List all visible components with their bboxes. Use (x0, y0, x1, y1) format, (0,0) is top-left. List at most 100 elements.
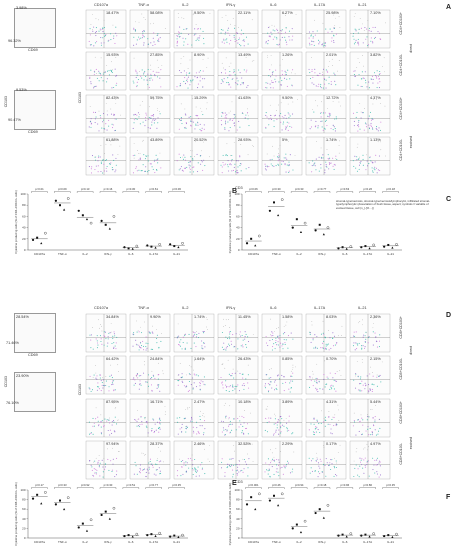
data-point (131, 247, 134, 250)
data-point (169, 243, 172, 246)
significance-bracket (382, 191, 399, 193)
marker-header: IL-6 (270, 306, 277, 310)
y-axis-title: Cytokine producing cells (% of CD4+CD103… (228, 191, 232, 254)
flow-plot (217, 51, 259, 91)
percent-label: 58.08% (150, 11, 163, 15)
x-tick-label: IL-6 (342, 540, 348, 544)
data-point (383, 245, 386, 248)
data-point (291, 527, 294, 530)
axis-label-cd69: CD69 (28, 353, 38, 357)
p-value-label: p=0.13 (81, 187, 90, 191)
data-point (40, 502, 43, 505)
percent-label: 9.90% (150, 315, 161, 319)
flow-plot (129, 136, 171, 176)
data-point (337, 534, 340, 537)
flow-plot (217, 94, 259, 134)
data-point (303, 221, 307, 225)
figure-label-f: F (446, 494, 451, 501)
y-tick-label: 100 (20, 192, 25, 196)
data-point (326, 504, 330, 507)
percent-label: 25.98% (326, 11, 339, 15)
data-point (341, 246, 344, 249)
flow-plot (173, 440, 215, 480)
y-tick-label: 100 (234, 192, 239, 196)
x-tick-label: CD107a (248, 252, 259, 256)
flow-plot (349, 398, 391, 438)
marker-header: CD107a (94, 306, 108, 310)
significance-bracket (99, 487, 117, 489)
significance-bracket (122, 191, 140, 193)
p-value-label: p=0.17 (35, 483, 44, 487)
data-point (158, 243, 161, 246)
significance-bracket (245, 487, 262, 489)
flow-plot (173, 51, 215, 91)
data-point (104, 510, 107, 513)
percent-label: 22.11% (238, 11, 251, 15)
flow-plot (129, 313, 171, 353)
percent-label: 9.50% (194, 11, 205, 15)
data-point (245, 503, 249, 506)
data-point (326, 226, 330, 229)
flow-plot (173, 136, 215, 176)
data-point (291, 226, 294, 229)
flow-plot (305, 94, 347, 134)
data-point (395, 532, 398, 536)
gate-pct-upper: 23.90% (16, 374, 29, 378)
data-point (254, 508, 257, 511)
percent-label: 0.70% (326, 357, 337, 361)
figure-label-a: A (446, 4, 452, 11)
data-point (368, 535, 371, 538)
flow-plot (173, 355, 215, 395)
y-tick-label: 60 (22, 507, 26, 511)
data-point (245, 242, 249, 245)
y-axis-title: Cytokine producing cells (% of CD8+CD103… (14, 482, 18, 545)
percent-label: 28.93% (238, 138, 251, 142)
p-value-label: p=0.09 (58, 187, 67, 191)
data-point (131, 535, 134, 538)
y-tick-label: 80 (22, 203, 26, 207)
data-point (81, 522, 84, 525)
p-value-label: p=0.26 (363, 187, 372, 191)
flow-plot (173, 9, 215, 49)
y-tick-label: 20 (22, 237, 26, 241)
percent-label: 2.15% (370, 357, 381, 361)
data-point (77, 209, 80, 212)
p-value-label: p=0.06 (249, 187, 258, 191)
marker-header: IFN-γ (226, 3, 236, 7)
data-point (314, 511, 317, 515)
gate-pct-upper: 3.98% (16, 6, 27, 10)
flow-plot (261, 51, 303, 91)
percent-label: 6.27% (282, 11, 293, 15)
percent-label: 12.72% (326, 96, 339, 100)
chart-plot-area: 0 20 40 60 80 100 CD107a p<0.01 TNF-α p=0.09 IL-2 p… (14, 187, 188, 256)
percent-label: 10.18% (238, 400, 251, 404)
data-point (387, 534, 390, 537)
data-point (391, 246, 394, 249)
axis-label-cd3: CD3 (235, 186, 243, 190)
percent-label: 4.31% (326, 400, 337, 404)
y-tick-label: 40 (22, 226, 26, 230)
p-value-label: p=0.46 (272, 483, 281, 487)
data-point (108, 517, 111, 520)
flow-plot (173, 313, 215, 353)
data-point (59, 204, 61, 207)
percent-label: 59.75% (150, 96, 163, 100)
gate-plot-top-2 (14, 90, 56, 130)
x-tick-label: IL-21 (173, 540, 180, 544)
data-point (150, 245, 153, 248)
x-tick-label: IL-6 (128, 252, 134, 256)
y-tick-label: 20 (236, 526, 240, 530)
percent-label: 1.74% (194, 315, 205, 319)
significance-bracket (359, 487, 376, 489)
data-point (387, 243, 390, 246)
significance-bracket (31, 191, 48, 193)
x-tick-label: IL-21 (387, 540, 394, 544)
significance-bracket (31, 487, 48, 489)
flow-plot (85, 440, 127, 480)
marker-header: IL-17A (314, 3, 326, 7)
data-point (100, 513, 103, 517)
data-point (36, 236, 39, 239)
x-tick-label: IL-17A (149, 540, 158, 544)
figure-label-c: C (446, 196, 452, 203)
data-point (63, 208, 66, 211)
